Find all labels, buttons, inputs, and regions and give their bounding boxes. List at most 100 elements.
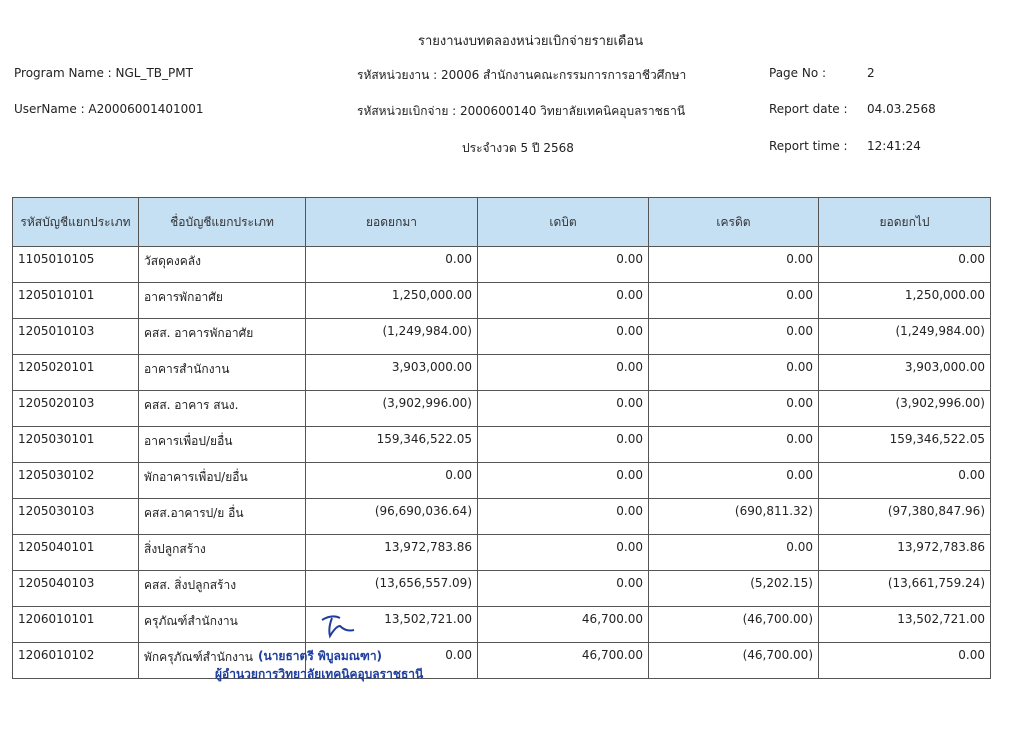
page-value: 2	[867, 66, 875, 80]
debit: 0.00	[477, 282, 649, 319]
brought-forward: 3,903,000.00	[305, 354, 478, 391]
column-header: ชื่อบัญชีแยกประเภท	[138, 197, 306, 247]
account-name: คสส.อาคารป/ย อื่น	[138, 498, 306, 535]
table-row: 1206010102 พักครุภัณฑ์สำนักงาน 0.00 46,700.…	[12, 642, 991, 679]
account-code: 1105010105	[12, 246, 139, 283]
credit: 0.00	[648, 462, 819, 499]
account-name: คสส. อาคาร สนง.	[138, 390, 306, 427]
credit: (46,700.00)	[648, 642, 819, 679]
debit: 0.00	[477, 462, 649, 499]
brought-forward: (1,249,984.00)	[305, 318, 478, 355]
account-code: 1205010103	[12, 318, 139, 355]
carried-forward: (97,380,847.96)	[818, 498, 991, 535]
time-value: 12:41:24	[867, 139, 921, 153]
carried-forward: (1,249,984.00)	[818, 318, 991, 355]
account-name: สิ่งปลูกสร้าง	[138, 534, 306, 571]
brought-forward: (3,902,996.00)	[305, 390, 478, 427]
credit: 0.00	[648, 246, 819, 283]
table-row: 1205040103 คสส. สิ่งปลูกสร้าง (13,656,557.…	[12, 570, 991, 607]
account-code: 1205040103	[12, 570, 139, 607]
account-name: วัสดุคงคลัง	[138, 246, 306, 283]
table-row: 1105010105 วัสดุคงคลัง 0.00 0.00 0.00 0.00	[12, 246, 991, 283]
account-code: 1206010102	[12, 642, 139, 679]
column-header: รหัสบัญชีแยกประเภท	[12, 197, 139, 247]
credit: 0.00	[648, 534, 819, 571]
brought-forward: (96,690,036.64)	[305, 498, 478, 535]
account-name: พักอาคารเพื่อป/ยอื่น	[138, 462, 306, 499]
account-code: 1205040101	[12, 534, 139, 571]
brought-forward: 13,972,783.86	[305, 534, 478, 571]
signature-mark	[321, 615, 355, 639]
column-header: ยอดยกมา	[305, 197, 478, 247]
credit: (690,811.32)	[648, 498, 819, 535]
table-row: 1205040101 สิ่งปลูกสร้าง 13,972,783.86 0.00…	[12, 534, 991, 571]
account-code: 1205030103	[12, 498, 139, 535]
debit: 0.00	[477, 570, 649, 607]
credit: 0.00	[648, 282, 819, 319]
table-row: 1205020103 คสส. อาคาร สนง. (3,902,996.00) 0…	[12, 390, 991, 427]
account-code: 1205020101	[12, 354, 139, 391]
time-label: Report time :	[769, 139, 848, 153]
account-code: 1205030102	[12, 462, 139, 499]
carried-forward: 159,346,522.05	[818, 426, 991, 463]
signature-name: (นายธาตรี พิบูลมณฑา)	[258, 649, 383, 663]
trial-balance-table: รหัสบัญชีแยกประเภท ชื่อบัญชีแยกประเภท ยอดย…	[12, 197, 991, 679]
credit: 0.00	[648, 318, 819, 355]
carried-forward: 0.00	[818, 462, 991, 499]
account-name: อาคารสำนักงาน	[138, 354, 306, 391]
brought-forward: 13,502,721.00	[305, 606, 478, 643]
date-value: 04.03.2568	[867, 102, 936, 116]
account-code: 1205030101	[12, 426, 139, 463]
carried-forward: 0.00	[818, 246, 991, 283]
account-name: ครุภัณฑ์สำนักงาน	[138, 606, 306, 643]
carried-forward: 0.00	[818, 642, 991, 679]
account-name: คสส. สิ่งปลูกสร้าง	[138, 570, 306, 607]
debit: 0.00	[477, 246, 649, 283]
carried-forward: 13,972,783.86	[818, 534, 991, 571]
credit: 0.00	[648, 390, 819, 427]
carried-forward: (13,661,759.24)	[818, 570, 991, 607]
username: UserName : A20006001401001	[14, 102, 204, 116]
column-header: เครดิต	[648, 197, 819, 247]
carried-forward: 3,903,000.00	[818, 354, 991, 391]
brought-forward: 1,250,000.00	[305, 282, 478, 319]
column-header: เดบิต	[477, 197, 649, 247]
debit: 46,700.00	[477, 642, 649, 679]
table-row: 1206010101 ครุภัณฑ์สำนักงาน 13,502,721.00 4…	[12, 606, 991, 643]
brought-forward: 0.00	[305, 246, 478, 283]
credit: (5,202.15)	[648, 570, 819, 607]
brought-forward: (13,656,557.09)	[305, 570, 478, 607]
period: ประจำงวด 5 ปี 2568	[462, 141, 574, 155]
credit: 0.00	[648, 426, 819, 463]
table-row: 1205010103 คสส. อาคารพักอาศัย (1,249,984.0…	[12, 318, 991, 355]
debit: 0.00	[477, 426, 649, 463]
table-row: 1205030101 อาคารเพื่อป/ยอื่น 159,346,522.0…	[12, 426, 991, 463]
page-label: Page No :	[769, 66, 827, 80]
table-row: 1205010101 อาคารพักอาศัย 1,250,000.00 0.00 0…	[12, 282, 991, 319]
account-name: คสส. อาคารพักอาศัย	[138, 318, 306, 355]
carried-forward: 13,502,721.00	[818, 606, 991, 643]
carried-forward: 1,250,000.00	[818, 282, 991, 319]
account-name: พักครุภัณฑ์สำนักงาน	[138, 642, 306, 679]
account-code: 1205020103	[12, 390, 139, 427]
debit: 0.00	[477, 498, 649, 535]
brought-forward: 159,346,522.05	[305, 426, 478, 463]
date-label: Report date :	[769, 102, 848, 116]
credit: (46,700.00)	[648, 606, 819, 643]
table-row: 1205020101 อาคารสำนักงาน 3,903,000.00 0.00 0…	[12, 354, 991, 391]
credit: 0.00	[648, 354, 819, 391]
debit: 0.00	[477, 354, 649, 391]
account-name: อาคารเพื่อป/ยอื่น	[138, 426, 306, 463]
debit: 0.00	[477, 390, 649, 427]
carried-forward: (3,902,996.00)	[818, 390, 991, 427]
debit: 46,700.00	[477, 606, 649, 643]
table-row: 1205030102 พักอาคารเพื่อป/ยอื่น 0.00 0.00 0.…	[12, 462, 991, 499]
report-title: รายงานงบทดลองหน่วยเบิกจ่ายรายเดือน	[418, 34, 644, 49]
disbursing-unit: รหัสหน่วยเบิกจ่าย : 2000600140 วิทยาลัยเ…	[357, 104, 686, 118]
debit: 0.00	[477, 534, 649, 571]
account-name: อาคารพักอาศัย	[138, 282, 306, 319]
debit: 0.00	[477, 318, 649, 355]
program-name: Program Name : NGL_TB_PMT	[14, 66, 193, 80]
account-code: 1206010101	[12, 606, 139, 643]
brought-forward: 0.00	[305, 462, 478, 499]
